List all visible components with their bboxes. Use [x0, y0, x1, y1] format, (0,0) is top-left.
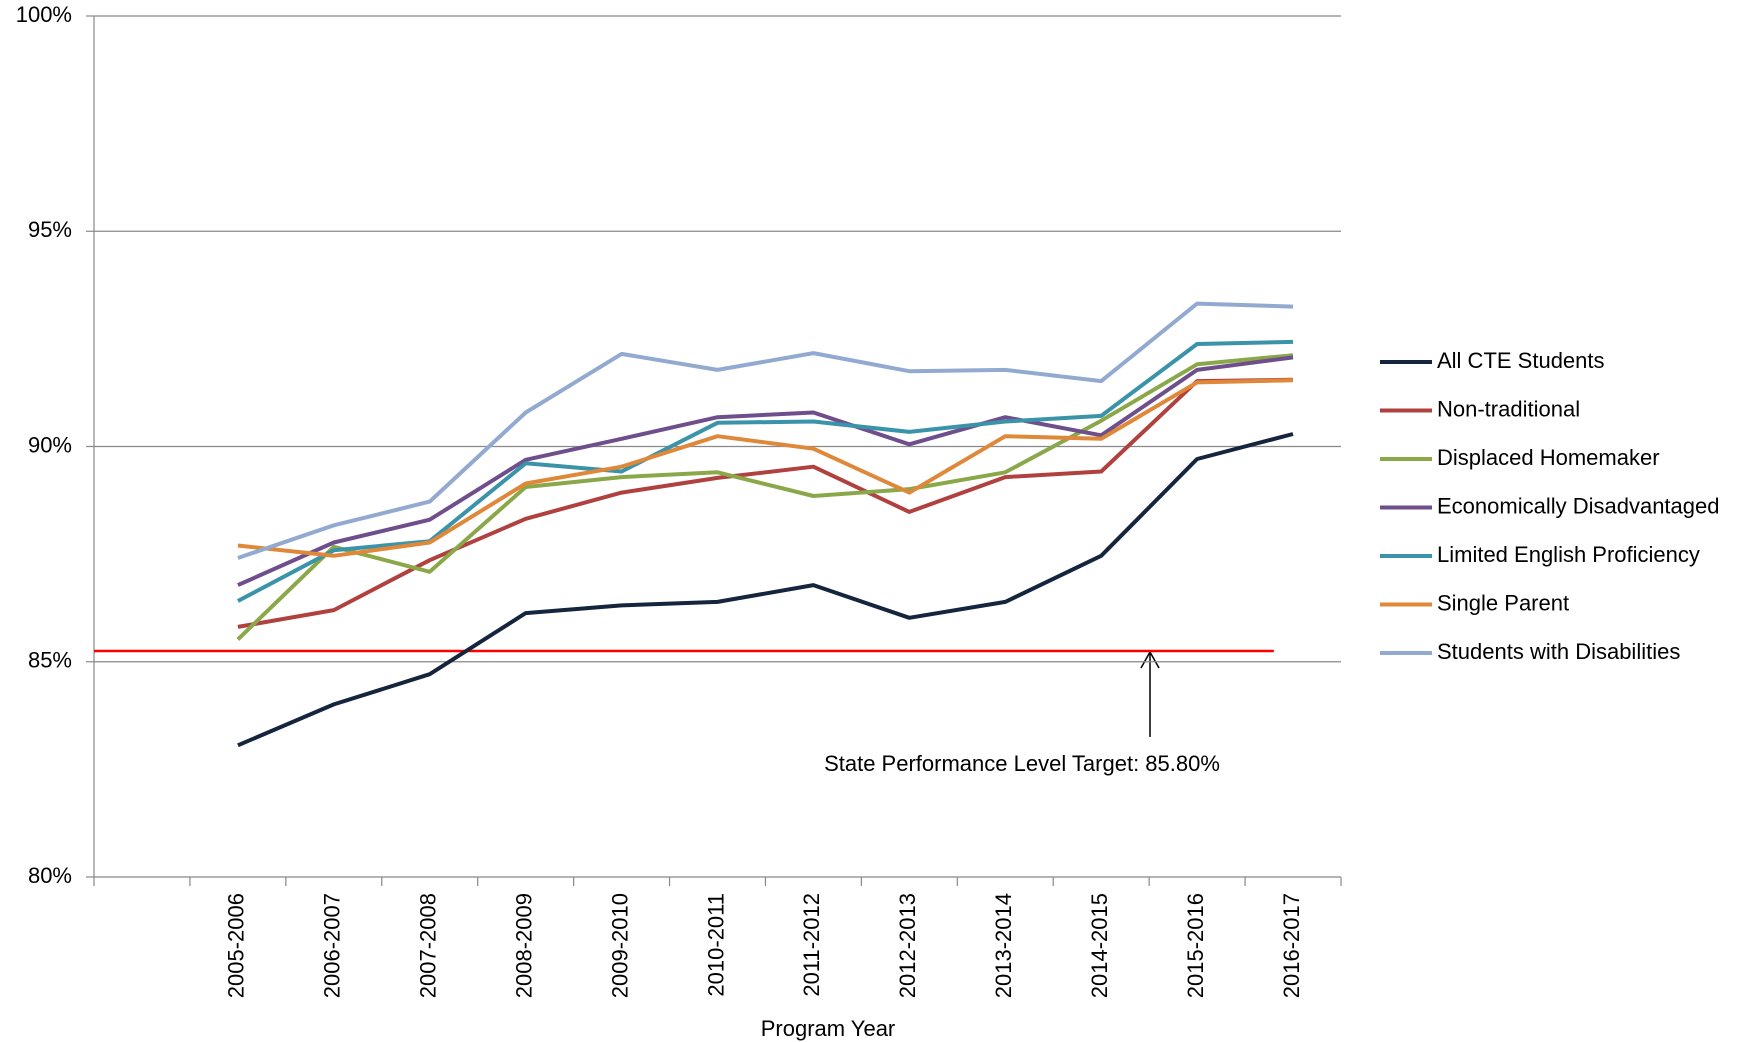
x-tick-label: 2013-2014	[991, 893, 1016, 998]
x-tick-label: 2008-2009	[511, 893, 536, 998]
series-line	[237, 432, 1294, 748]
x-tick-label: 2010-2011	[703, 893, 728, 997]
legend-label: Economically Disadvantaged	[1437, 493, 1720, 518]
x-tick-label: 2006-2007	[320, 893, 345, 998]
y-tick-label: 80%	[28, 863, 72, 888]
x-axis-title: Program Year	[761, 1016, 896, 1041]
y-tick-label: 90%	[28, 432, 72, 457]
legend-label: Single Parent	[1437, 590, 1569, 615]
x-tick-label: 2016-2017	[1279, 893, 1304, 998]
x-tick-label: 2009-2010	[607, 893, 632, 998]
legend-label: Displaced Homemaker	[1437, 445, 1660, 470]
x-tick-label: 2005-2006	[224, 893, 249, 998]
legend-label: All CTE Students	[1437, 348, 1605, 373]
series-line	[236, 353, 1294, 641]
x-tick-label: 2007-2008	[416, 893, 441, 998]
legend-label: Limited English Proficiency	[1437, 542, 1700, 567]
y-tick-label: 95%	[28, 217, 72, 242]
legend-label: Non-traditional	[1437, 396, 1580, 421]
x-tick-label: 2015-2016	[1183, 893, 1208, 998]
x-tick-label: 2012-2013	[895, 893, 920, 998]
series-line	[237, 301, 1294, 560]
legend-label: Students with Disabilities	[1437, 639, 1680, 664]
annotation: State Performance Level Target: 85.80%	[824, 751, 1220, 776]
x-tick-label: 2011-2012	[799, 893, 824, 997]
series-line	[237, 355, 1294, 587]
x-tick-label: 2014-2015	[1087, 893, 1112, 998]
series-line	[237, 378, 1294, 558]
y-tick-label: 100%	[16, 2, 72, 27]
y-tick-label: 85%	[28, 648, 72, 673]
